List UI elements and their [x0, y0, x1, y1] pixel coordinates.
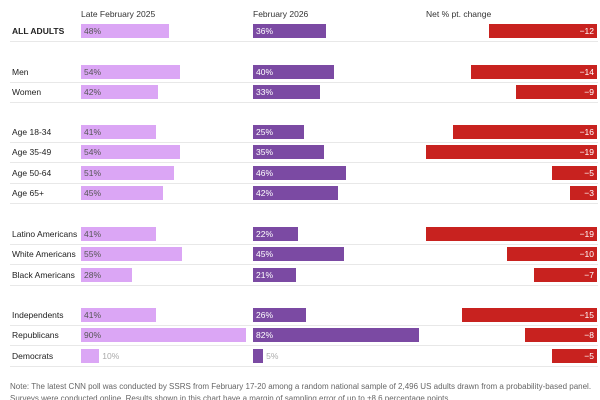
bar-2025: 41%	[81, 125, 157, 139]
bar-2025-label: 10%	[102, 350, 120, 361]
bar-2026: 46%	[253, 165, 347, 180]
bar-2026-label: 5%	[266, 350, 279, 361]
row: Men 54% 40% −14	[10, 62, 598, 83]
row: Republicans 90% 82% −8	[10, 325, 598, 347]
bar-change: −14	[471, 65, 597, 79]
bar-change: −19	[426, 145, 597, 160]
bar-2025: 51%	[81, 165, 175, 180]
bar-2025: 54%	[81, 65, 180, 79]
row: Women 42% 33% −9	[10, 82, 598, 104]
row-label: White Americans	[12, 249, 76, 260]
bar-change: −15	[462, 308, 597, 322]
row: Age 35-49 54% 35% −19	[10, 142, 598, 164]
bar-change: −5	[552, 348, 597, 363]
bar-change: −16	[453, 125, 597, 139]
row: White Americans 55% 45% −10	[10, 244, 598, 266]
bar-2025: 41%	[81, 308, 157, 322]
bar-2025: 55%	[81, 247, 182, 262]
row: Age 65+ 45% 42% −3	[10, 183, 598, 205]
header-change: Net % pt. change	[426, 9, 492, 19]
bar-2025	[81, 348, 100, 363]
bar-2026: 36%	[253, 24, 327, 38]
row-label: Age 50-64	[12, 167, 52, 178]
row-label: Black Americans	[12, 269, 75, 280]
row-label: Democrats	[12, 350, 54, 361]
bar-2026: 25%	[253, 125, 304, 139]
bar-2026: 35%	[253, 145, 325, 160]
row: Democrats 10% 5% −5	[10, 346, 598, 367]
row: Latino Americans 41% 22% −19	[10, 224, 598, 245]
row: Age 50-64 51% 46% −5	[10, 163, 598, 184]
bar-2026	[253, 348, 264, 363]
row-label: ALL ADULTS	[12, 26, 65, 36]
row: Black Americans 28% 21% −7	[10, 265, 598, 286]
bar-2025: 45%	[81, 186, 164, 201]
bar-2026: 45%	[253, 247, 345, 262]
row-label: Men	[12, 67, 29, 77]
row-label: Latino Americans	[12, 229, 78, 239]
bar-2025: 41%	[81, 227, 157, 241]
bar-change: −9	[516, 85, 597, 100]
bar-2026: 40%	[253, 65, 335, 79]
row-label: Women	[12, 87, 42, 98]
header-2026: February 2026	[253, 9, 309, 19]
bar-change: −19	[426, 227, 597, 241]
bar-change: −7	[534, 267, 597, 282]
bar-2026: 22%	[253, 227, 298, 241]
row: Independents 41% 26% −15	[10, 305, 598, 326]
bar-change: −5	[552, 165, 597, 180]
bar-change: −8	[525, 328, 597, 343]
bar-2026: 82%	[253, 328, 420, 343]
row: ALL ADULTS 48% 36% −12	[10, 21, 598, 42]
bar-2025: 42%	[81, 85, 158, 100]
row-label: Age 65+	[12, 188, 44, 199]
footnote: Note: The latest CNN poll was conducted …	[10, 382, 592, 400]
bar-change: −12	[489, 24, 597, 38]
header-2025: Late February 2025	[81, 9, 156, 19]
bar-2026: 21%	[253, 267, 296, 282]
bar-2026: 26%	[253, 308, 306, 322]
bar-2025: 90%	[81, 328, 246, 343]
bar-2025: 28%	[81, 267, 133, 282]
bar-2025: 54%	[81, 145, 180, 160]
row: Age 18-34 41% 25% −16	[10, 122, 598, 143]
row-label: Age 35-49	[12, 147, 52, 158]
bar-change: −3	[570, 186, 597, 201]
row-label: Age 18-34	[12, 127, 52, 137]
row-label: Republicans	[12, 330, 59, 341]
bar-2026: 33%	[253, 85, 320, 100]
bar-2026: 42%	[253, 186, 339, 201]
bar-change: −10	[507, 247, 597, 262]
bar-2025: 48%	[81, 24, 169, 38]
row-label: Independents	[12, 310, 64, 320]
